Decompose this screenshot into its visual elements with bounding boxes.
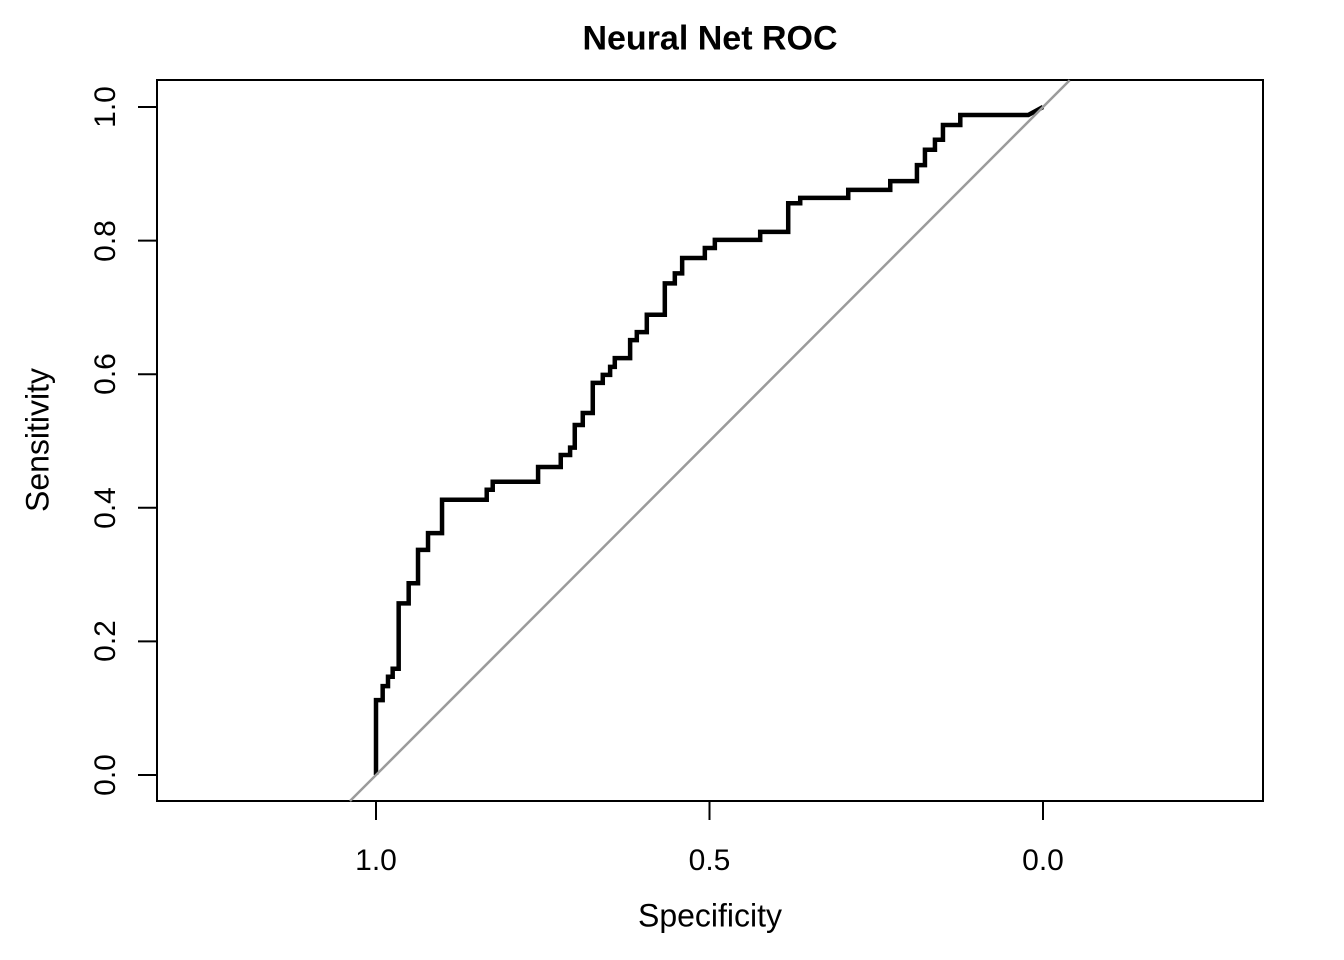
- chart-title: Neural Net ROC: [582, 19, 838, 58]
- x-tick-label: 1.0: [355, 844, 397, 877]
- chance-diagonal: [349, 79, 1071, 802]
- x-axis-label: Specificity: [637, 897, 783, 934]
- y-tick-label: 0.2: [89, 620, 122, 663]
- y-axis-label: Sensitivity: [19, 367, 56, 513]
- x-tick-label: 0.0: [1022, 844, 1064, 877]
- y-tick-label: 1.0: [89, 86, 122, 128]
- x-tick-label: 0.5: [688, 844, 731, 877]
- y-tick-label: 0.6: [89, 353, 122, 396]
- y-tick-label: 0.0: [89, 754, 122, 796]
- y-tick-label: 0.8: [89, 219, 122, 262]
- neural-net-roc-curve: [373, 105, 1045, 775]
- y-tick-label: 0.4: [89, 486, 122, 529]
